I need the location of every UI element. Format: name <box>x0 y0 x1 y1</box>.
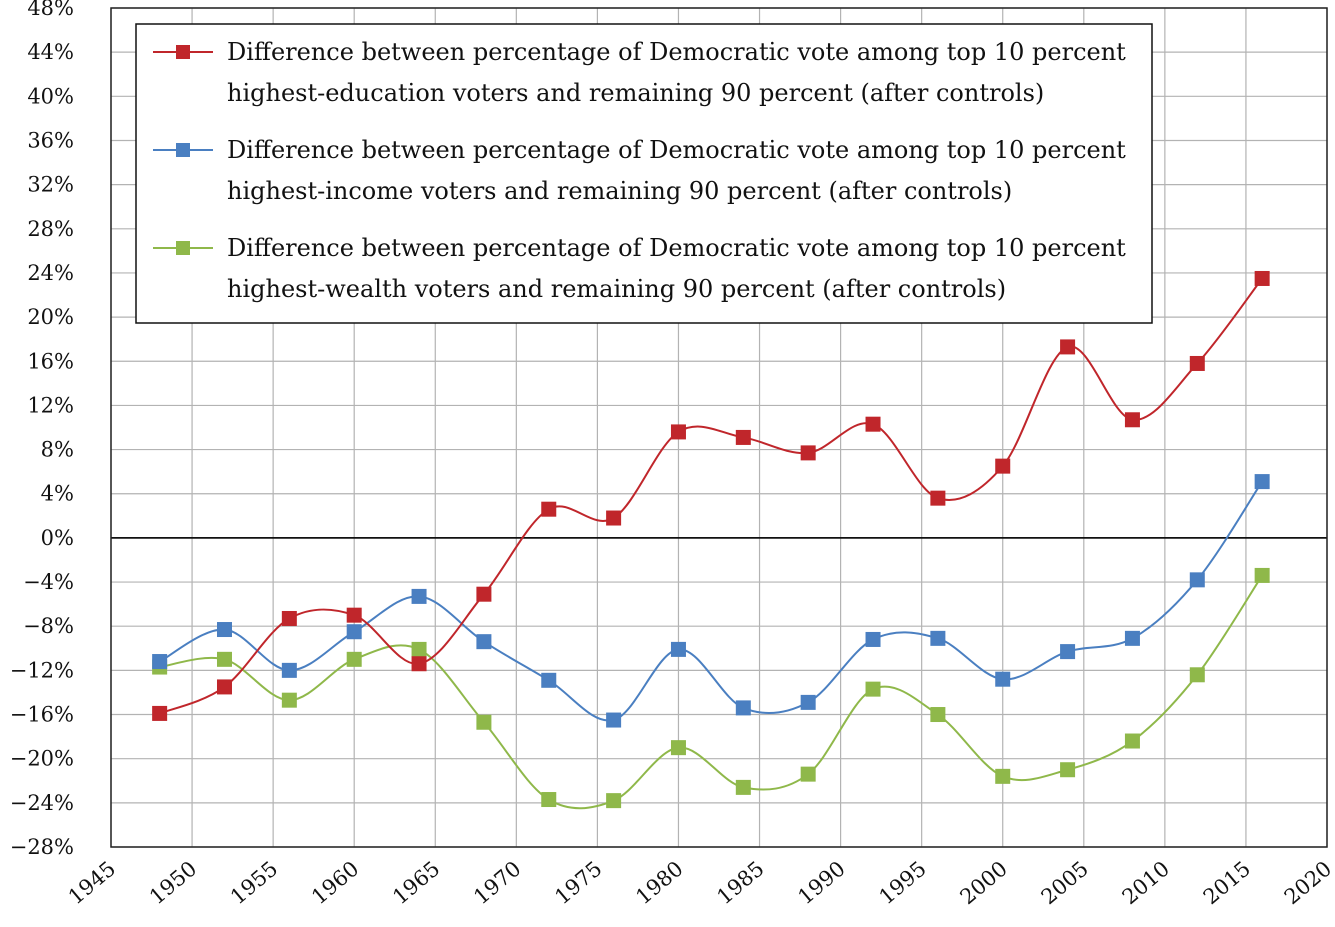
data-point-marker <box>800 766 816 782</box>
series-2 <box>152 567 1270 810</box>
y-tick-label: 28% <box>27 217 74 241</box>
data-point-marker <box>346 607 362 623</box>
y-axis-tick-labels: 48% 44% 40% 36% 32% 28% 24% 20% 16% 12% 8% 4% 0% −4% −… <box>10 0 74 859</box>
legend-label: highest-wealth voters and remaining 90 p… <box>227 275 1006 303</box>
legend-marker <box>176 45 190 59</box>
legend-entry: Difference between percentage of Democra… <box>153 38 1126 107</box>
y-tick-label: 24% <box>27 261 74 285</box>
legend-marker <box>176 241 190 255</box>
y-tick-label: 16% <box>27 349 74 373</box>
data-point-marker <box>1254 474 1270 490</box>
legend-marker <box>176 143 190 157</box>
data-point-marker <box>930 630 946 646</box>
series-1 <box>152 474 1270 728</box>
series-0 <box>152 270 1270 721</box>
y-tick-label: 0% <box>41 526 74 550</box>
data-point-marker <box>735 700 751 716</box>
y-tick-label: −4% <box>23 570 74 594</box>
data-point-marker <box>216 651 232 667</box>
data-point-marker <box>1254 567 1270 583</box>
y-tick-label: −8% <box>23 614 74 638</box>
data-point-marker <box>152 705 168 721</box>
data-point-marker <box>1189 572 1205 588</box>
data-point-marker <box>541 501 557 517</box>
y-tick-label: 12% <box>27 393 74 417</box>
y-tick-label: −28% <box>10 835 74 859</box>
data-point-marker <box>281 610 297 626</box>
data-point-marker <box>476 714 492 730</box>
data-point-marker <box>281 662 297 678</box>
y-tick-label: 48% <box>27 0 74 20</box>
data-point-marker <box>1060 762 1076 778</box>
data-point-marker <box>411 588 427 604</box>
y-tick-label: 20% <box>27 305 74 329</box>
y-tick-label: −16% <box>10 703 74 727</box>
data-point-marker <box>865 416 881 432</box>
data-point-marker <box>1254 270 1270 286</box>
data-point-marker <box>541 672 557 688</box>
data-point-marker <box>216 679 232 695</box>
data-point-marker <box>476 586 492 602</box>
data-point-marker <box>735 429 751 445</box>
data-point-marker <box>995 671 1011 687</box>
legend-label: highest-income voters and remaining 90 p… <box>227 177 1012 205</box>
series-layer <box>152 270 1270 810</box>
data-point-marker <box>800 694 816 710</box>
data-point-marker <box>735 779 751 795</box>
data-point-marker <box>411 656 427 672</box>
legend: Difference between percentage of Democra… <box>135 23 1153 324</box>
data-point-marker <box>606 712 622 728</box>
y-tick-label: −24% <box>10 791 74 815</box>
data-point-marker <box>865 681 881 697</box>
y-tick-label: 40% <box>27 84 74 108</box>
y-tick-label: 8% <box>41 438 74 462</box>
data-point-marker <box>1124 733 1140 749</box>
data-point-marker <box>346 651 362 667</box>
data-point-marker <box>1124 412 1140 428</box>
y-tick-label: −20% <box>10 747 74 771</box>
data-point-marker <box>1124 630 1140 646</box>
data-point-marker <box>670 424 686 440</box>
data-point-marker <box>606 793 622 809</box>
data-point-marker <box>1060 339 1076 355</box>
legend-entry: Difference between percentage of Democra… <box>153 234 1126 303</box>
data-point-marker <box>930 490 946 506</box>
y-tick-label: 36% <box>27 128 74 152</box>
data-point-marker <box>670 740 686 756</box>
data-point-marker <box>281 692 297 708</box>
data-point-marker <box>995 768 1011 784</box>
data-point-marker <box>606 510 622 526</box>
legend-label: highest-education voters and remaining 9… <box>227 79 1044 107</box>
legend-label: Difference between percentage of Democra… <box>227 38 1126 66</box>
data-point-marker <box>930 707 946 723</box>
legend-label: Difference between percentage of Democra… <box>227 234 1126 262</box>
legend-entry: Difference between percentage of Democra… <box>153 136 1126 205</box>
data-point-marker <box>152 654 168 670</box>
data-point-marker <box>1060 644 1076 660</box>
y-tick-label: 44% <box>27 40 74 64</box>
legend-label: Difference between percentage of Democra… <box>227 136 1126 164</box>
data-point-marker <box>411 641 427 657</box>
data-point-marker <box>476 634 492 650</box>
legend-box <box>135 23 1153 324</box>
y-tick-label: −12% <box>10 658 74 682</box>
data-point-marker <box>865 631 881 647</box>
data-point-marker <box>346 624 362 640</box>
data-point-marker <box>995 458 1011 474</box>
data-point-marker <box>541 792 557 808</box>
data-point-marker <box>670 641 686 657</box>
y-tick-label: 32% <box>27 173 74 197</box>
y-tick-label: 4% <box>41 482 74 506</box>
data-point-marker <box>216 622 232 638</box>
data-point-marker <box>800 445 816 461</box>
data-point-marker <box>1189 667 1205 683</box>
data-point-marker <box>1189 355 1205 371</box>
plot-frame <box>110 7 1328 848</box>
